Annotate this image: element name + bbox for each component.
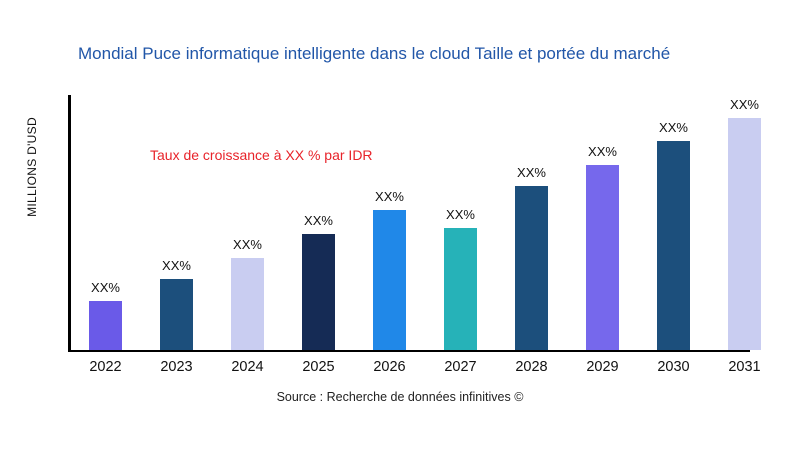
bar-2023 (160, 279, 193, 350)
bar-2031 (728, 118, 761, 350)
y-axis-label: MILLIONS D'USD (25, 117, 39, 217)
x-tick-2026: 2026 (373, 359, 406, 375)
x-tick-2023: 2023 (160, 359, 193, 375)
bar-2022 (89, 301, 122, 350)
bar-group-2028: XX% (500, 95, 564, 350)
bar-value-label-2028: XX% (517, 165, 546, 180)
bar-value-label-2022: XX% (91, 280, 120, 295)
bar-2026 (373, 210, 406, 350)
bar-2028 (515, 186, 548, 350)
bar-2027 (444, 228, 477, 350)
x-tick-2025: 2025 (302, 359, 335, 375)
bar-value-label-2023: XX% (162, 258, 191, 273)
x-tick-2031: 2031 (728, 359, 761, 375)
x-tick-2029: 2029 (586, 359, 619, 375)
bar-value-label-2030: XX% (659, 120, 688, 135)
x-tick-2024: 2024 (231, 359, 264, 375)
bar-group-2026: XX% (358, 95, 422, 350)
bar-group-2027: XX% (429, 95, 493, 350)
source-text: Source : Recherche de données infinitive… (276, 390, 524, 404)
bar-group-2024: XX% (216, 95, 280, 350)
bar-value-label-2029: XX% (588, 144, 617, 159)
x-tick-2022: 2022 (89, 359, 122, 375)
x-tick-2027: 2027 (444, 359, 477, 375)
bar-group-2023: XX% (145, 95, 209, 350)
x-axis-line (68, 349, 750, 352)
x-tick-2030: 2030 (657, 359, 690, 375)
bar-value-label-2027: XX% (446, 207, 475, 222)
plot-area: XX% XX% XX% XX% XX% XX% XX% XX% XX% XX% (68, 95, 780, 352)
bar-2029 (586, 165, 619, 350)
x-tick-2028: 2028 (515, 359, 548, 375)
bar-2024 (231, 258, 264, 350)
bar-value-label-2024: XX% (233, 237, 262, 252)
bar-2025 (302, 234, 335, 350)
bar-value-label-2031: XX% (730, 97, 759, 112)
x-axis-labels: 2022 2023 2024 2025 2026 2027 2028 2029 2030 2031 (70, 352, 780, 375)
chart-title: Mondial Puce informatique intelligente d… (78, 44, 671, 63)
bar-group-2025: XX% (287, 95, 351, 350)
bar-group-2030: XX% (642, 95, 706, 350)
bar-value-label-2026: XX% (375, 189, 404, 204)
growth-rate-annotation: Taux de croissance à XX % par IDR (150, 147, 373, 163)
bar-group-2029: XX% (571, 95, 635, 350)
bar-group-2022: XX% (74, 95, 138, 350)
bars: XX% XX% XX% XX% XX% XX% XX% XX% XX% XX% (70, 95, 780, 350)
bar-group-2031: XX% (713, 95, 777, 350)
bar-2030 (657, 141, 690, 350)
y-axis-line (68, 95, 71, 350)
bar-value-label-2025: XX% (304, 213, 333, 228)
